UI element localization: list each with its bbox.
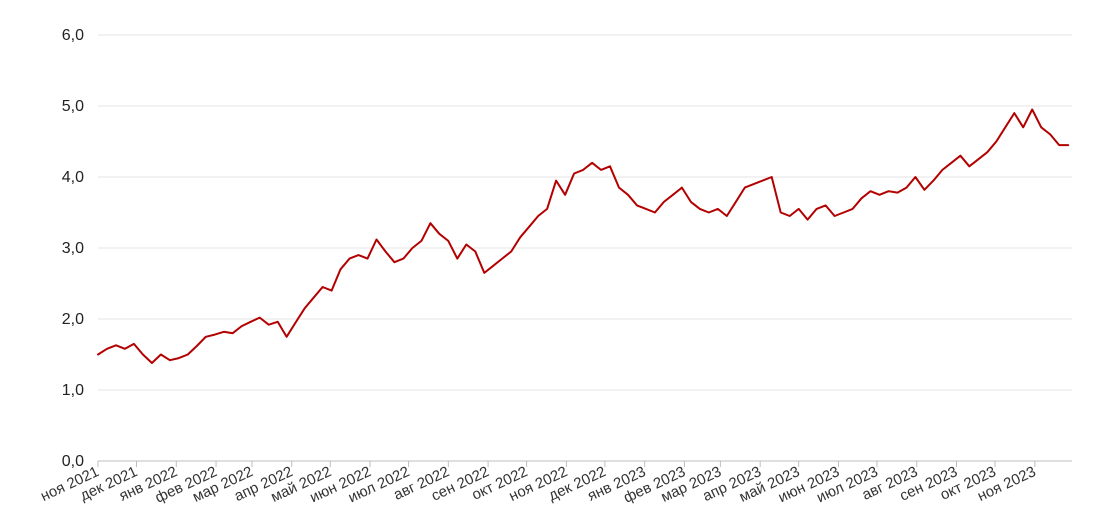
y-tick-label: 2,0	[62, 311, 84, 328]
grid-layer	[98, 34, 1072, 391]
y-tick-label: 6,0	[62, 27, 84, 44]
series-layer	[97, 108, 1070, 364]
y-tick-label: 4,0	[62, 169, 84, 186]
y-tick-label: 0,0	[62, 453, 84, 470]
y-tick-label: 3,0	[62, 240, 84, 257]
y-axis: 0,0 1,0 2,0 3,0 4,0 5,0 6,0	[62, 27, 84, 470]
series-line	[97, 108, 1070, 364]
y-tick-label: 5,0	[62, 98, 84, 115]
y-tick-label: 1,0	[62, 382, 84, 399]
